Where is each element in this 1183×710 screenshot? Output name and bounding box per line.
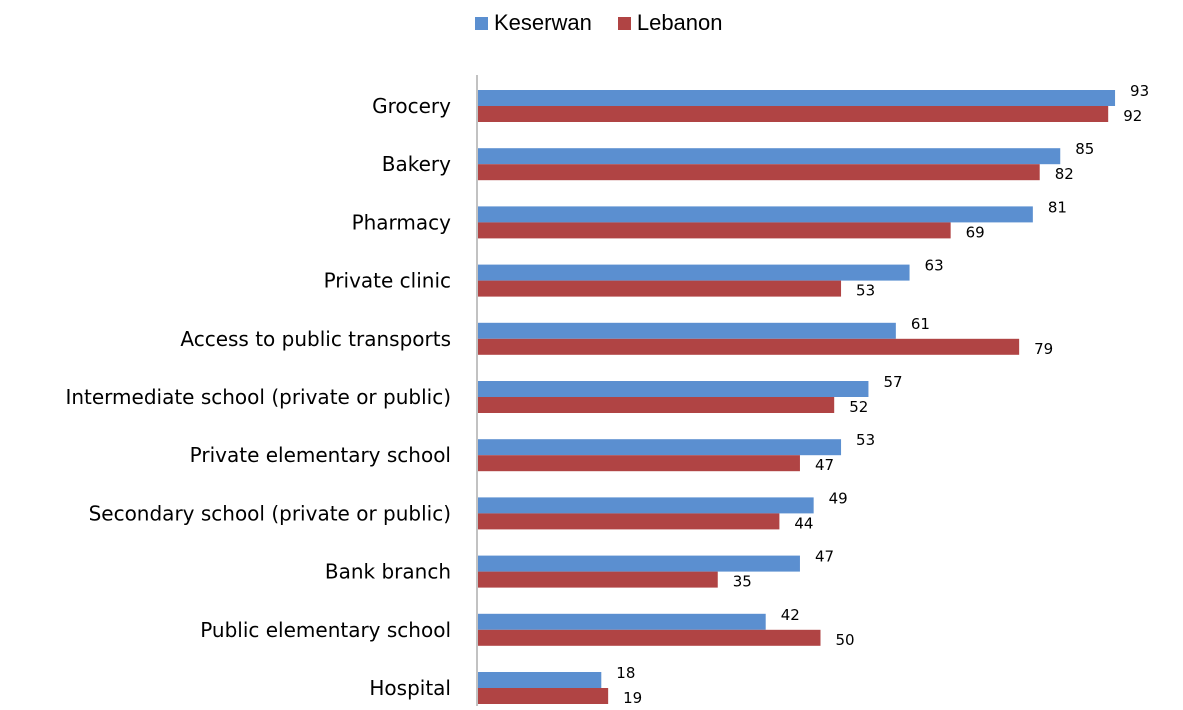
data-label-lebanon-access-to-public-transports: 79 [1034,340,1053,358]
category-label-grocery: Grocery [372,94,451,118]
bar-keserwan-access-to-public-transports [478,322,896,339]
data-label-lebanon-secondary-school-private-or-public: 44 [794,514,813,532]
data-label-keserwan-private-clinic: 63 [925,257,944,275]
category-label-hospital: Hospital [369,676,451,700]
bar-lebanon-bank-branch [478,571,718,588]
data-label-lebanon-pharmacy: 69 [966,223,985,241]
data-label-keserwan-hospital: 18 [616,664,635,682]
data-label-lebanon-bakery: 82 [1055,165,1074,183]
bar-lebanon-private-elementary-school [478,455,800,472]
data-label-lebanon-bank-branch: 35 [733,573,752,591]
category-label-bank-branch: Bank branch [325,560,451,584]
bar-keserwan-pharmacy [478,206,1033,223]
legend-swatch-lebanon [617,16,631,30]
category-label-public-elementary-school: Public elementary school [200,618,451,642]
bar-lebanon-public-elementary-school [478,629,821,646]
data-label-keserwan-access-to-public-transports: 61 [911,315,930,333]
bar-keserwan-private-elementary-school [478,439,842,456]
bar-lebanon-access-to-public-transports [478,338,1020,355]
data-label-keserwan-bakery: 85 [1075,140,1094,158]
bar-keserwan-bakery [478,148,1061,165]
category-label-bakery: Bakery [382,152,451,176]
category-label-access-to-public-transports: Access to public transports [180,327,451,351]
bar-lebanon-hospital [478,688,609,704]
chart-legend: Keserwan Lebanon [475,10,723,36]
category-label-secondary-school-private-or-public: Secondary school (private or public) [89,501,451,525]
bar-keserwan-public-elementary-school [478,613,766,630]
bar-lebanon-pharmacy [478,222,951,239]
category-label-private-elementary-school: Private elementary school [190,443,451,467]
bar-keserwan-hospital [478,672,602,688]
data-label-lebanon-hospital: 19 [623,689,642,707]
bar-lebanon-intermediate-school-private-or-public [478,397,835,413]
category-label-intermediate-school-private-or-public: Intermediate school (private or public) [65,385,451,409]
category-label-private-clinic: Private clinic [324,269,451,293]
legend-item-keserwan: Keserwan [475,10,592,36]
bar-lebanon-grocery [478,106,1109,122]
bar-lebanon-bakery [478,164,1040,181]
data-label-lebanon-intermediate-school-private-or-public: 52 [849,398,868,416]
data-label-keserwan-pharmacy: 81 [1048,198,1067,216]
bar-keserwan-secondary-school-private-or-public [478,497,814,514]
bar-keserwan-intermediate-school-private-or-public [478,381,869,397]
data-label-lebanon-public-elementary-school: 50 [836,631,855,649]
bar-keserwan-grocery [478,90,1116,106]
bar-lebanon-secondary-school-private-or-public [478,513,780,530]
bar-keserwan-private-clinic [478,264,910,281]
data-label-lebanon-private-elementary-school: 47 [815,456,834,474]
data-label-keserwan-bank-branch: 47 [815,548,834,566]
data-label-lebanon-grocery: 92 [1123,107,1142,125]
data-label-lebanon-private-clinic: 53 [856,282,875,300]
bar-lebanon-private-clinic [478,280,842,297]
data-label-keserwan-private-elementary-school: 53 [856,431,875,449]
legend-swatch-keserwan [475,16,488,30]
bar-keserwan-bank-branch [478,555,800,572]
data-label-keserwan-grocery: 93 [1130,82,1149,100]
legend-label-lebanon: Lebanon [636,10,723,35]
data-label-keserwan-intermediate-school-private-or-public: 57 [883,373,902,391]
data-label-keserwan-public-elementary-school: 42 [781,606,800,624]
legend-label-keserwan: Keserwan [494,10,592,35]
category-label-pharmacy: Pharmacy [352,210,452,234]
data-label-keserwan-secondary-school-private-or-public: 49 [829,489,848,507]
legend-item-lebanon: Lebanon [617,10,723,36]
